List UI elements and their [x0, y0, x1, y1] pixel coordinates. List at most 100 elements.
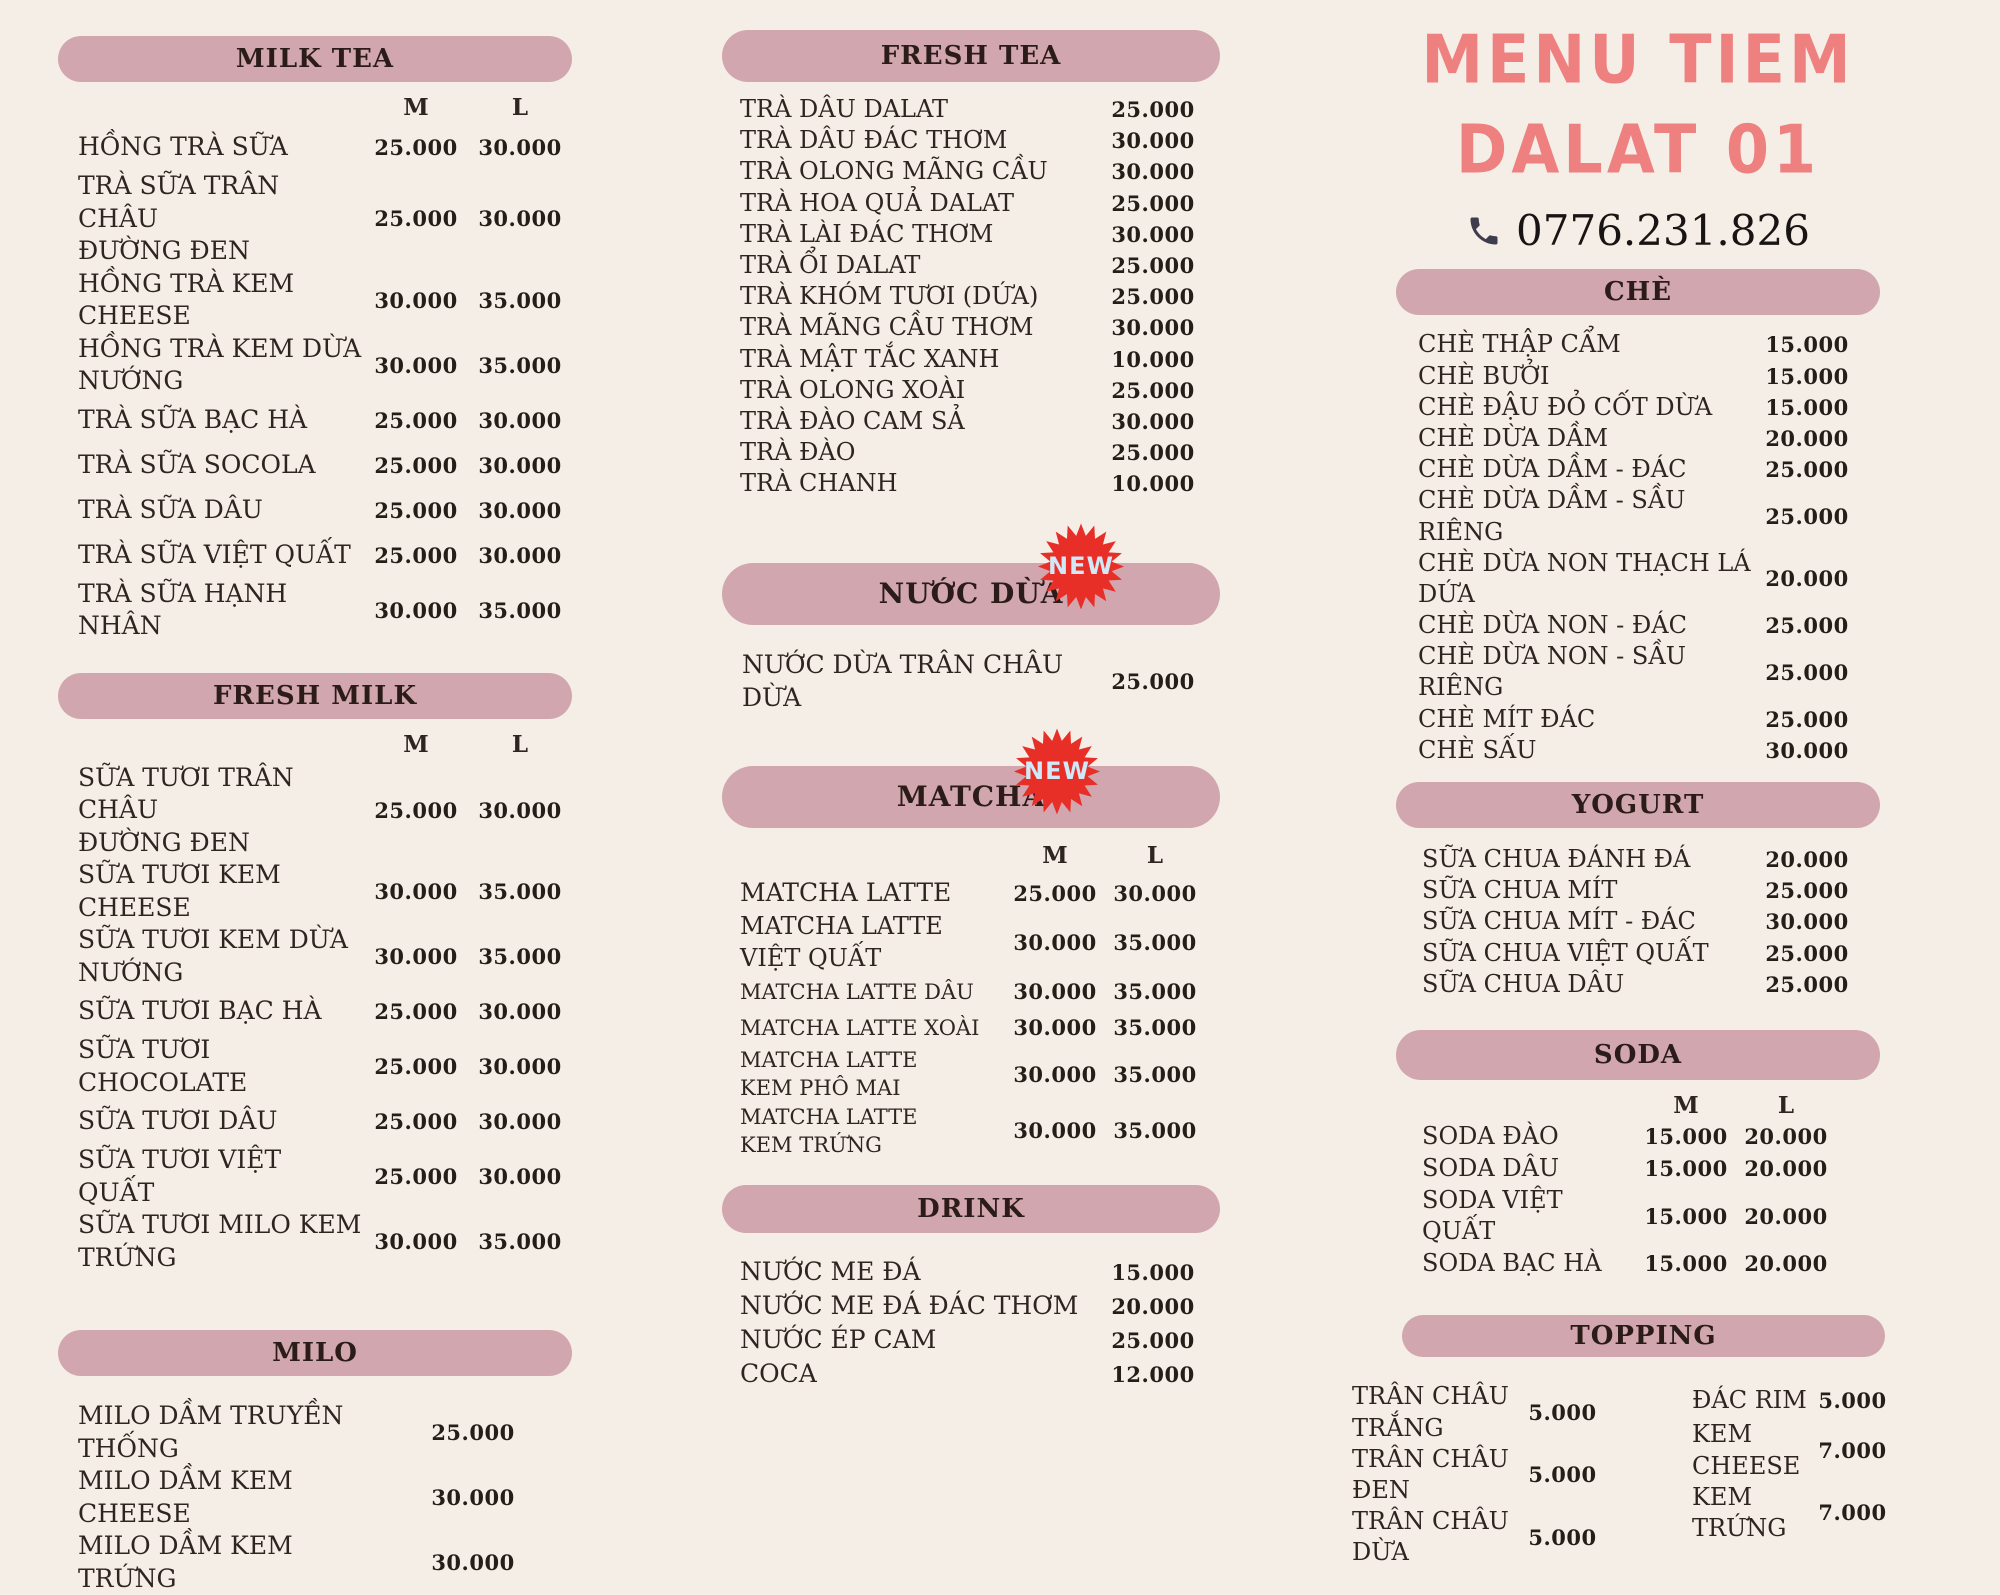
item-price: 25.000: [1765, 878, 1849, 904]
menu-item: SỮA TƯƠI KEM DỪA NƯỚNG 30.000 35.000: [58, 924, 572, 989]
item-name: MILO DẦM KEM CHEESE: [78, 1466, 293, 1528]
item-price: 25.000: [1111, 669, 1195, 695]
item-price-l: 35.000: [478, 597, 562, 623]
item-price-l: 30.000: [478, 452, 562, 478]
item-price-l: 20.000: [1744, 1124, 1828, 1150]
menu-item: TRÀ MÃNG CẦU THƠM 30.000: [722, 312, 1220, 343]
item-price: 5.000: [1818, 1387, 1887, 1413]
item-list: NƯỚC ME ĐÁ 15.000 NƯỚC ME ĐÁ ĐÁC THƠM 20…: [722, 1255, 1220, 1391]
section-title: FRESH TEA: [880, 41, 1062, 71]
menu-item: MATCHA LATTE DÂU 30.000 35.000: [722, 974, 1220, 1010]
section-header-fresh-tea: FRESH TEA: [722, 30, 1220, 82]
menu-item: TRÂN CHÂU DỪA 5.000: [1350, 1506, 1605, 1568]
item-name: TRÀ SỮA DÂU: [78, 494, 263, 524]
item-price: 20.000: [1765, 566, 1849, 592]
item-list: CHÈ THẬP CẨM 15.000 CHÈ BƯỞI 15.000 CHÈ …: [1396, 329, 1880, 766]
new-badge-label: NEW: [1048, 552, 1114, 581]
item-price-l: 35.000: [1113, 1061, 1197, 1087]
menu-item: MATCHA LATTE 25.000 30.000: [722, 875, 1220, 911]
item-price-m: 30.000: [374, 597, 458, 623]
item-price: 25.000: [1111, 253, 1195, 279]
topping-list-left: TRÂN CHÂU TRẮNG 5.000 TRÂN CHÂU ĐEN 5.00…: [1350, 1381, 1605, 1568]
menu-item: SODA ĐÀO 15.000 20.000: [1396, 1121, 1880, 1153]
item-name: TRÀ ĐÀO: [740, 438, 856, 467]
menu-title-line2: DALAT 01: [1455, 110, 1821, 190]
menu-item: MILO DẦM TRUYỀN THỐNG 25.000: [58, 1400, 572, 1465]
item-price: 30.000: [1111, 128, 1195, 154]
item-price: 30.000: [431, 1485, 515, 1510]
menu-item: SỮA CHUA VIỆT QUẤT 25.000: [1396, 938, 1880, 969]
section-yogurt: YOGURT SỮA CHUA ĐÁNH ĐÁ 20.000 SỮA CHUA …: [1396, 782, 1880, 1000]
item-price-l: 30.000: [478, 1054, 562, 1079]
menu-item: CHÈ DỪA DẦM 20.000: [1396, 423, 1880, 454]
item-name: TRÀ DÂU ĐÁC THƠM: [740, 126, 1008, 155]
item-price: 30.000: [1765, 737, 1849, 763]
item-name: HỒNG TRÀ KEM DỪA NƯỚNG: [78, 333, 362, 396]
item-price: 10.000: [1111, 346, 1195, 372]
menu-item: TRÀ DÂU DALAT 25.000: [722, 94, 1220, 125]
menu-item: ĐÁC RIM 5.000: [1690, 1381, 1895, 1419]
item-price-l: 35.000: [1113, 979, 1197, 1005]
item-name: CHÈ BƯỞI: [1418, 361, 1550, 390]
item-price-l: 35.000: [1113, 930, 1197, 956]
item-name: TRÀ KHÓM TƯƠI (DỨA): [740, 282, 1039, 311]
item-price-m: 30.000: [1013, 979, 1097, 1005]
menu-item: MILO DẦM KEM TRỨNG 30.000: [58, 1530, 572, 1595]
item-name: NƯỚC ME ĐÁ ĐÁC THƠM: [740, 1290, 1079, 1320]
item-name: CHÈ MÍT ĐÁC: [1418, 704, 1596, 733]
section-title: SODA: [1593, 1039, 1683, 1070]
item-price-m: 30.000: [1013, 1015, 1097, 1041]
item-name: CHÈ DỪA DẦM: [1418, 423, 1609, 452]
menu-item: TRÂN CHÂU TRẮNG 5.000: [1350, 1381, 1605, 1443]
item-name: SỮA CHUA ĐÁNH ĐÁ: [1422, 845, 1691, 873]
section-header-nuoc-dua: NƯỚC DỪA: [722, 563, 1220, 626]
item-price: 30.000: [1111, 408, 1195, 434]
menu-item: HỒNG TRÀ KEM DỪA NƯỚNG 30.000 35.000: [58, 333, 572, 398]
section-milk-tea: MILK TEA M L HỒNG TRÀ SỮA 25.000 30.000 …: [58, 36, 572, 643]
item-name: CHÈ DỪA NON - ĐÁC: [1418, 611, 1687, 640]
menu-item: CHÈ BƯỞI 15.000: [1396, 361, 1880, 392]
item-price-l: 30.000: [478, 407, 562, 433]
item-price-l: 35.000: [1113, 1118, 1197, 1144]
item-price-m: 30.000: [374, 944, 458, 969]
item-price-l: 30.000: [478, 797, 562, 823]
item-name: MILO DẦM TRUYỀN THỐNG: [78, 1401, 344, 1463]
item-name: TRÀ SỮA TRÂN CHÂU ĐƯỜNG ĐEN: [78, 171, 280, 265]
section-title: YOGURT: [1571, 790, 1705, 820]
item-price-m: 25.000: [374, 497, 458, 523]
section-fresh-tea: FRESH TEA TRÀ DÂU DALAT 25.000 TRÀ DÂU Đ…: [722, 30, 1220, 499]
item-price: 20.000: [1765, 426, 1849, 452]
item-price-m: 25.000: [374, 1054, 458, 1079]
item-price: 25.000: [1765, 504, 1849, 529]
item-price-l: 30.000: [478, 497, 562, 523]
item-price: 5.000: [1528, 1462, 1597, 1488]
item-list: SODA ĐÀO 15.000 20.000 SODA DÂU 15.000 2…: [1396, 1121, 1880, 1279]
menu-item: TRÀ CHANH 10.000: [722, 468, 1220, 499]
column-right: MENU TIEM DALAT 01 0776.231.826 CHÈ CHÈ …: [1352, 0, 1886, 1568]
item-price: 30.000: [1111, 159, 1195, 185]
size-label-m: M: [1673, 1091, 1699, 1119]
menu-item: MATCHA LATTE KEM TRỨNG 30.000 35.000: [722, 1103, 1220, 1160]
menu-item: CHÈ DỪA NON THẠCH LÁ DỨA 20.000: [1396, 548, 1880, 610]
item-price-l: 35.000: [1113, 1015, 1197, 1041]
item-list: SỮA CHUA ĐÁNH ĐÁ 20.000 SỮA CHUA MÍT 25.…: [1396, 844, 1880, 1000]
item-price-l: 30.000: [478, 135, 562, 160]
section-title: TOPPING: [1570, 1321, 1717, 1352]
item-price-m: 15.000: [1644, 1124, 1728, 1150]
item-price: 25.000: [1765, 613, 1849, 639]
size-header: M L: [1396, 1092, 1880, 1119]
item-name: TRÀ MẬT TẮC XANH: [740, 344, 1000, 373]
item-name: SODA ĐÀO: [1422, 1122, 1559, 1151]
menu-item: NƯỚC DỪA TRÂN CHÂU DỪA 25.000: [722, 649, 1220, 714]
item-list: MATCHA LATTE 25.000 30.000 MATCHA LATTE …: [722, 875, 1220, 1159]
section-title: FRESH MILK: [212, 680, 418, 711]
item-price: 30.000: [1765, 909, 1849, 935]
menu-item: SỮA TƯƠI KEM CHEESE 30.000 35.000: [58, 859, 572, 924]
menu-item: SỮA TƯƠI CHOCOLATE 25.000 30.000: [58, 1034, 572, 1099]
item-price-m: 30.000: [1013, 1118, 1097, 1144]
topping-list-right: ĐÁC RIM 5.000 KEM CHEESE 7.000 KEM TRỨNG…: [1605, 1381, 1895, 1568]
item-name: TRÀ ĐÀO CAM SẢ: [740, 406, 965, 435]
item-name: TRÀ CHANH: [740, 469, 898, 498]
item-name: MATCHA LATTE XOÀI: [740, 1015, 980, 1040]
item-price: 7.000: [1818, 1500, 1887, 1526]
